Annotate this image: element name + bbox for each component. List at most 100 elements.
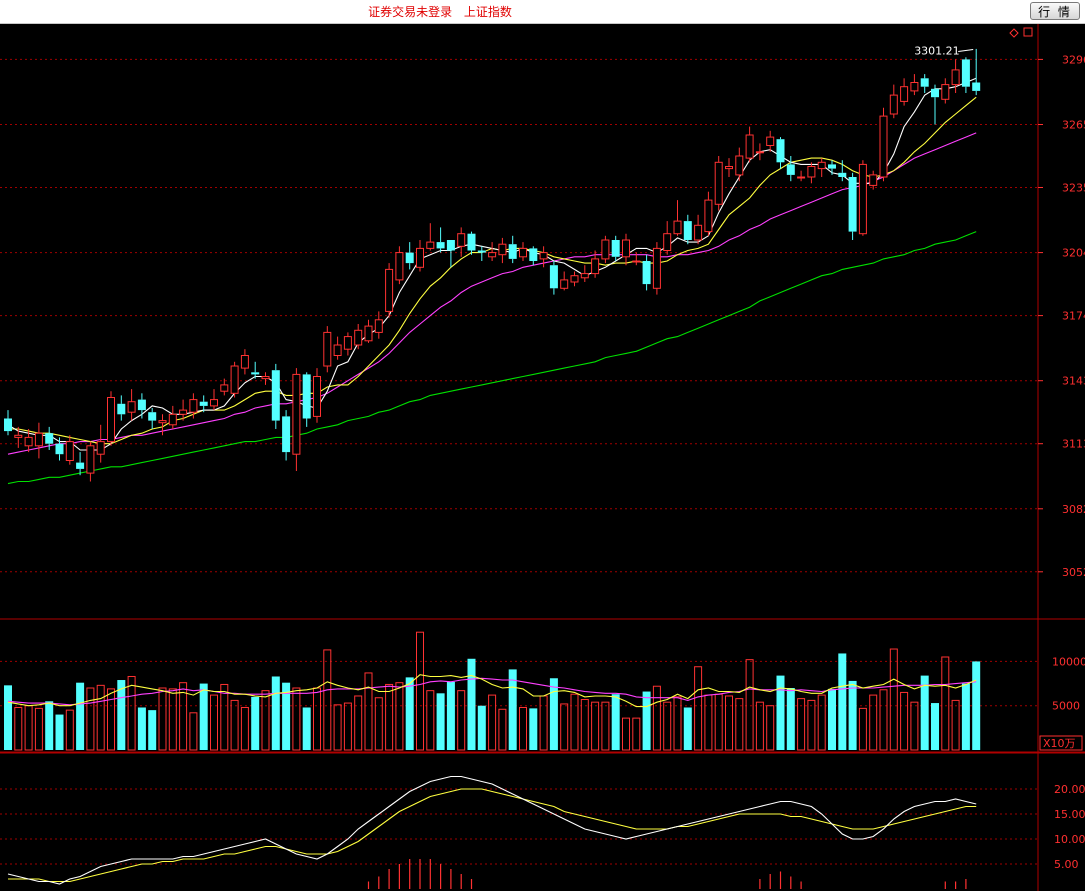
candle-body (302, 374, 311, 419)
candle-body (24, 436, 33, 447)
candle-body (529, 248, 538, 261)
volume-bar (65, 709, 74, 751)
candle-body (848, 177, 857, 232)
candle-body (642, 261, 651, 285)
volume-bar (240, 706, 249, 751)
price-tick-label: 3235 (1062, 182, 1085, 195)
volume-bar (539, 695, 548, 751)
chart-annotations: 3301.21 (914, 27, 1033, 57)
index-name-text: 上证指数 (463, 5, 512, 19)
indicator-k-line (7, 775, 977, 885)
candle-body (611, 240, 620, 257)
volume-bar (570, 693, 579, 751)
volume-bar (107, 688, 115, 751)
volume-bar (426, 690, 435, 751)
candle-body (900, 86, 909, 102)
login-status-text: 证券交易未登录 (368, 5, 453, 19)
candle-body (446, 240, 455, 251)
candle-body (426, 241, 435, 249)
price-tick-label: 3052 (1062, 566, 1085, 579)
volume-bar (632, 717, 641, 751)
volume-bar (622, 717, 630, 751)
indicator-tick-label: 20.00 (1054, 783, 1085, 796)
volume-unit-label: X10万 (1043, 737, 1076, 750)
volume-bar (961, 683, 970, 750)
candle-body (910, 82, 919, 92)
candle-body (755, 151, 764, 154)
grid-lines (0, 24, 1085, 891)
volume-bar (436, 693, 445, 750)
ma5-line (7, 77, 977, 451)
indicator-axis: 20.00 15.00 10.00 5.00 (1054, 783, 1085, 871)
candle-body (65, 441, 74, 462)
volume-bar (220, 683, 229, 751)
volume-bar (508, 669, 517, 750)
volume-bar (642, 691, 651, 750)
candle-body (776, 139, 785, 163)
candle-body (539, 252, 548, 260)
ma10-line (8, 96, 977, 445)
candle-body (591, 258, 600, 275)
volume-bar (848, 680, 857, 750)
volume-bar (374, 697, 383, 751)
volume-bar (745, 659, 754, 751)
volume-bar (14, 706, 23, 751)
candle-body (704, 199, 713, 233)
volume-bar (86, 687, 95, 751)
volume-bar (797, 698, 806, 751)
volume-bar (704, 694, 713, 751)
candle-body (560, 279, 569, 289)
quote-button[interactable]: 行 情 (1030, 2, 1080, 20)
volume-bar (529, 708, 538, 750)
candle-body (828, 164, 836, 169)
volume-bar (488, 694, 497, 751)
candle-body (797, 176, 806, 179)
high-price-arrow (958, 48, 974, 52)
indicator-histogram (367, 859, 967, 889)
volume-bar (261, 690, 270, 751)
volume-bar (580, 699, 589, 751)
volume-bar (137, 707, 146, 750)
candle-body (549, 265, 558, 289)
volume-axis: 10000 5000 X10万 (1039, 655, 1085, 751)
candle-body (405, 252, 414, 264)
volume-tick-label: 5000 (1052, 700, 1080, 713)
volume-bar (694, 666, 703, 751)
volume-bar (591, 701, 600, 751)
candle-body (168, 413, 177, 426)
candle-body (766, 136, 775, 146)
candle-body (858, 163, 867, 235)
candle-body (961, 59, 970, 87)
candle-body (313, 376, 321, 417)
candle-body (385, 268, 394, 312)
volume-bar (271, 676, 280, 750)
candle-body (725, 166, 733, 170)
volume-bar (179, 682, 188, 751)
volume-bar (920, 675, 929, 750)
candle-body (179, 409, 188, 415)
volume-bar (127, 675, 136, 751)
candle-body (879, 115, 888, 178)
price-tick-label: 3296 (1062, 53, 1085, 66)
candle-body (601, 239, 610, 260)
volume-bar (714, 693, 723, 751)
volume-bar (302, 707, 311, 750)
candle-body (210, 399, 218, 407)
candle-body (488, 252, 497, 258)
candle-body (86, 445, 95, 474)
candle-body (889, 94, 898, 115)
volume-bar (683, 707, 692, 750)
volume-bar (189, 712, 198, 751)
volume-bar (24, 705, 33, 751)
candle-body (230, 365, 239, 394)
candle-body (127, 401, 136, 413)
volume-bar (210, 694, 218, 751)
volume-bar (313, 687, 321, 751)
candle-body (694, 224, 703, 241)
volume-bar (786, 688, 795, 750)
volume-bar (611, 694, 620, 750)
volume-bar (858, 707, 867, 751)
volume-bar (343, 702, 352, 751)
